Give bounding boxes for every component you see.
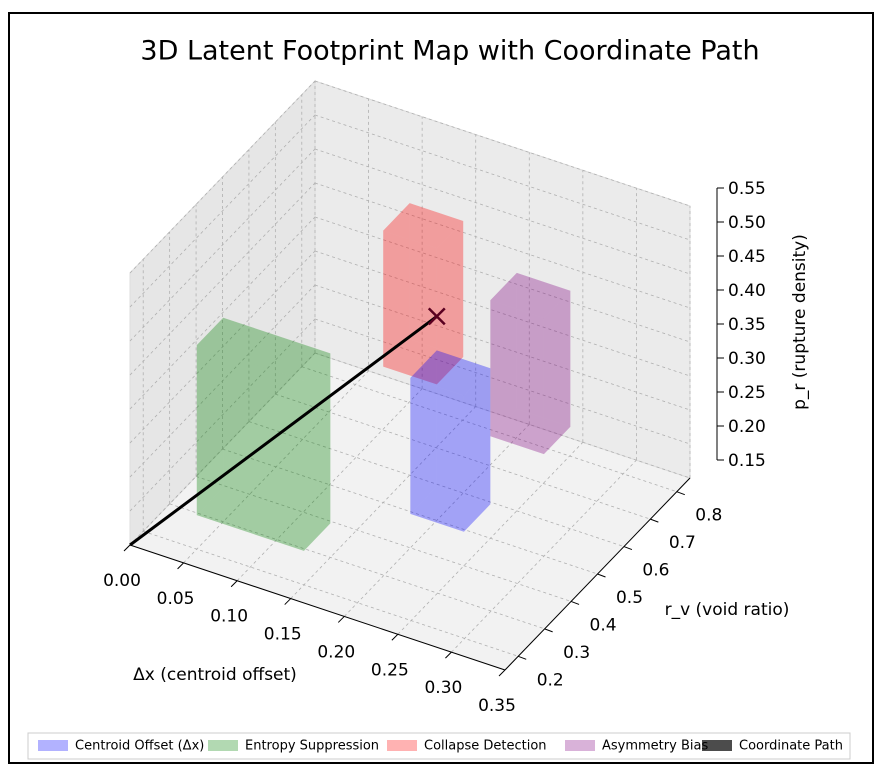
y-tick-label: 0.5 [616, 588, 643, 608]
x-tick-label: 0.20 [317, 642, 355, 662]
y-tick-label: 0.4 [590, 615, 617, 635]
axis-line [129, 544, 506, 671]
x-tick-label: 0.10 [210, 607, 248, 627]
y-tick [676, 491, 685, 496]
y-tick-label: 0.2 [537, 670, 564, 690]
coordinate-path [129, 315, 438, 547]
grid-line [129, 284, 316, 478]
grid-line [129, 148, 316, 342]
grid-line [343, 424, 530, 617]
box-face [383, 203, 410, 367]
legend-label: Entropy Suppression [245, 739, 379, 754]
grid-line [129, 216, 316, 410]
box-face [410, 350, 437, 514]
box-face [436, 350, 491, 505]
legend-swatch [387, 740, 417, 751]
z-tick-label: 0.15 [728, 451, 766, 471]
y-tick [597, 573, 606, 578]
box-face [196, 345, 304, 551]
y-tick-label: 0.3 [563, 643, 590, 663]
grid-line [129, 182, 316, 376]
grid-line [129, 250, 316, 444]
legend-swatch [702, 740, 732, 751]
y-tick-label: 0.8 [695, 506, 722, 526]
x-tick [391, 633, 399, 641]
x-tick-label: 0.05 [157, 589, 195, 609]
grid-line [129, 114, 316, 308]
box-face [490, 300, 544, 455]
path-end-marker [427, 307, 446, 326]
x-tick [498, 669, 506, 677]
grid-line [236, 388, 423, 581]
x-tick-label: 0.15 [264, 625, 302, 645]
legend-label: Centroid Offset (Δx) [75, 739, 204, 754]
y-tick-label: 0.7 [669, 533, 696, 553]
x-tick-label: 0.25 [371, 660, 409, 680]
y-axis-label: r_v (void ratio) [665, 600, 790, 620]
y-tick-label: 0.6 [642, 561, 669, 581]
legend-label: Asymmetry Bias [602, 739, 708, 754]
x-axis-label: Δx (centroid offset) [133, 665, 297, 685]
box-face [490, 272, 571, 319]
z-tick-label: 0.55 [728, 179, 766, 199]
box-face [516, 272, 571, 427]
box-face [490, 408, 571, 455]
box-face [303, 353, 331, 551]
box-face [463, 368, 491, 532]
box-face [410, 486, 491, 532]
legend-swatch [38, 740, 68, 751]
z-tick-label: 0.20 [728, 417, 766, 437]
x-tick [123, 544, 131, 552]
x-tick [230, 580, 238, 588]
box-face [383, 339, 464, 385]
box-face [490, 272, 517, 437]
x-tick-label: 0.00 [103, 571, 141, 591]
x-tick-label: 0.35 [478, 696, 516, 716]
box-face [196, 317, 224, 516]
y-tick [518, 655, 527, 660]
legend-swatch [208, 740, 238, 751]
legend-label: Coordinate Path [739, 739, 843, 754]
y-tick [544, 628, 553, 633]
z-tick-label: 0.50 [728, 213, 766, 233]
axis-line [504, 477, 691, 671]
box-face [543, 290, 571, 455]
z-tick-label: 0.30 [728, 349, 766, 369]
x-tick [445, 651, 452, 659]
box-face [410, 350, 491, 396]
x-tick [337, 616, 345, 623]
legend-label: Collapse Detection [424, 739, 547, 754]
legend-swatch [565, 740, 595, 751]
z-tick-label: 0.45 [728, 247, 766, 267]
y-tick [623, 546, 633, 551]
box-face [410, 377, 464, 532]
grid-line [129, 318, 316, 512]
box-face [223, 317, 331, 524]
box-face [196, 487, 331, 551]
grid-line [129, 80, 316, 274]
x-tick-label: 0.30 [424, 678, 462, 698]
z-tick-label: 0.25 [728, 383, 766, 403]
x-tick [177, 562, 184, 570]
box-face [383, 203, 464, 249]
z-axis-label: p_r (rupture density) [790, 234, 810, 410]
chart-title: 3D Latent Footprint Map with Coordinate … [140, 36, 759, 67]
grid-line [129, 352, 316, 546]
y-tick [570, 600, 580, 605]
y-tick [650, 518, 659, 523]
x-tick [284, 598, 292, 605]
frame [8, 12, 874, 764]
z-tick-label: 0.40 [728, 281, 766, 301]
box-face [409, 203, 464, 357]
box-face [436, 221, 464, 385]
box-face [196, 317, 331, 381]
z-tick-label: 0.35 [728, 315, 766, 335]
